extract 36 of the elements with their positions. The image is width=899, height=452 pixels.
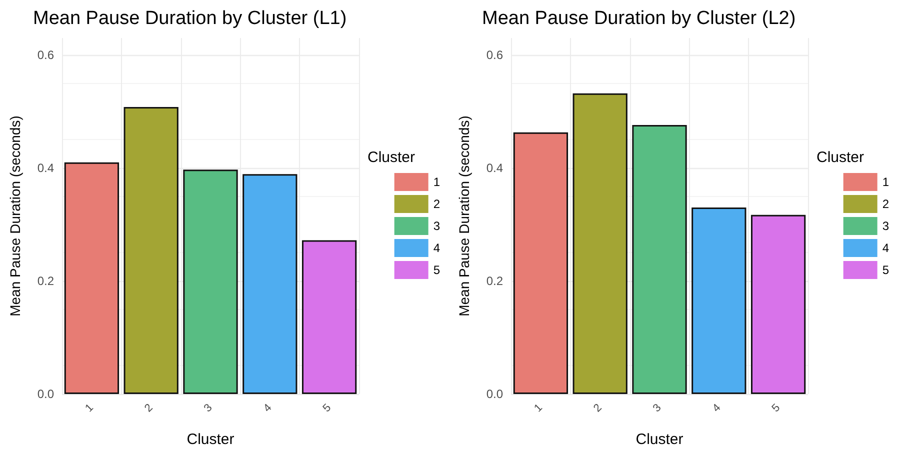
y-axis-title: Mean Pause Duration (seconds) — [456, 116, 472, 316]
y-tick-label: 0.4 — [486, 160, 504, 175]
legend-label: 3 — [882, 219, 890, 233]
chart-title: Mean Pause Duration by Cluster (L1) — [33, 8, 347, 29]
y-axis-title: Mean Pause Duration (seconds) — [7, 116, 23, 316]
y-tick-label: 0.6 — [486, 48, 504, 62]
y-tick-label: 0.2 — [486, 274, 504, 288]
x-tick-label: 1 — [532, 402, 545, 415]
legend-label: 5 — [882, 263, 890, 277]
legend-title: Cluster — [816, 149, 864, 166]
x-tick-label: 2 — [592, 402, 604, 415]
legend-label: 1 — [433, 175, 440, 189]
x-tick-label: 5 — [770, 402, 783, 415]
y-tick-label: 0.0 — [37, 387, 54, 401]
x-tick-label: 3 — [650, 402, 664, 415]
y-tick-label: 0.4 — [37, 160, 54, 175]
legend-label: 3 — [433, 219, 440, 233]
x-tick-label: 3 — [202, 402, 215, 415]
y-tick-label: 0.2 — [37, 274, 54, 288]
legend-label: 1 — [882, 175, 890, 189]
x-tick-label: 1 — [83, 402, 96, 415]
x-axis-title: Cluster — [186, 431, 234, 448]
x-tick-label: 2 — [142, 402, 156, 415]
x-tick-label: 4 — [261, 402, 274, 415]
x-tick-label: 5 — [320, 402, 334, 415]
legend-label: 2 — [882, 197, 890, 211]
legend-label: 5 — [433, 263, 440, 277]
x-axis-title: Cluster — [636, 431, 684, 448]
legend-label: 4 — [882, 241, 890, 255]
chart-title: Mean Pause Duration by Cluster (L2) — [482, 8, 796, 29]
x-tick-label: 4 — [710, 402, 724, 415]
legend-label: 2 — [433, 197, 440, 211]
legend-label: 4 — [433, 241, 440, 255]
y-tick-label: 0.0 — [486, 387, 504, 401]
y-tick-label: 0.6 — [37, 48, 54, 62]
legend-title: Cluster — [367, 149, 416, 166]
